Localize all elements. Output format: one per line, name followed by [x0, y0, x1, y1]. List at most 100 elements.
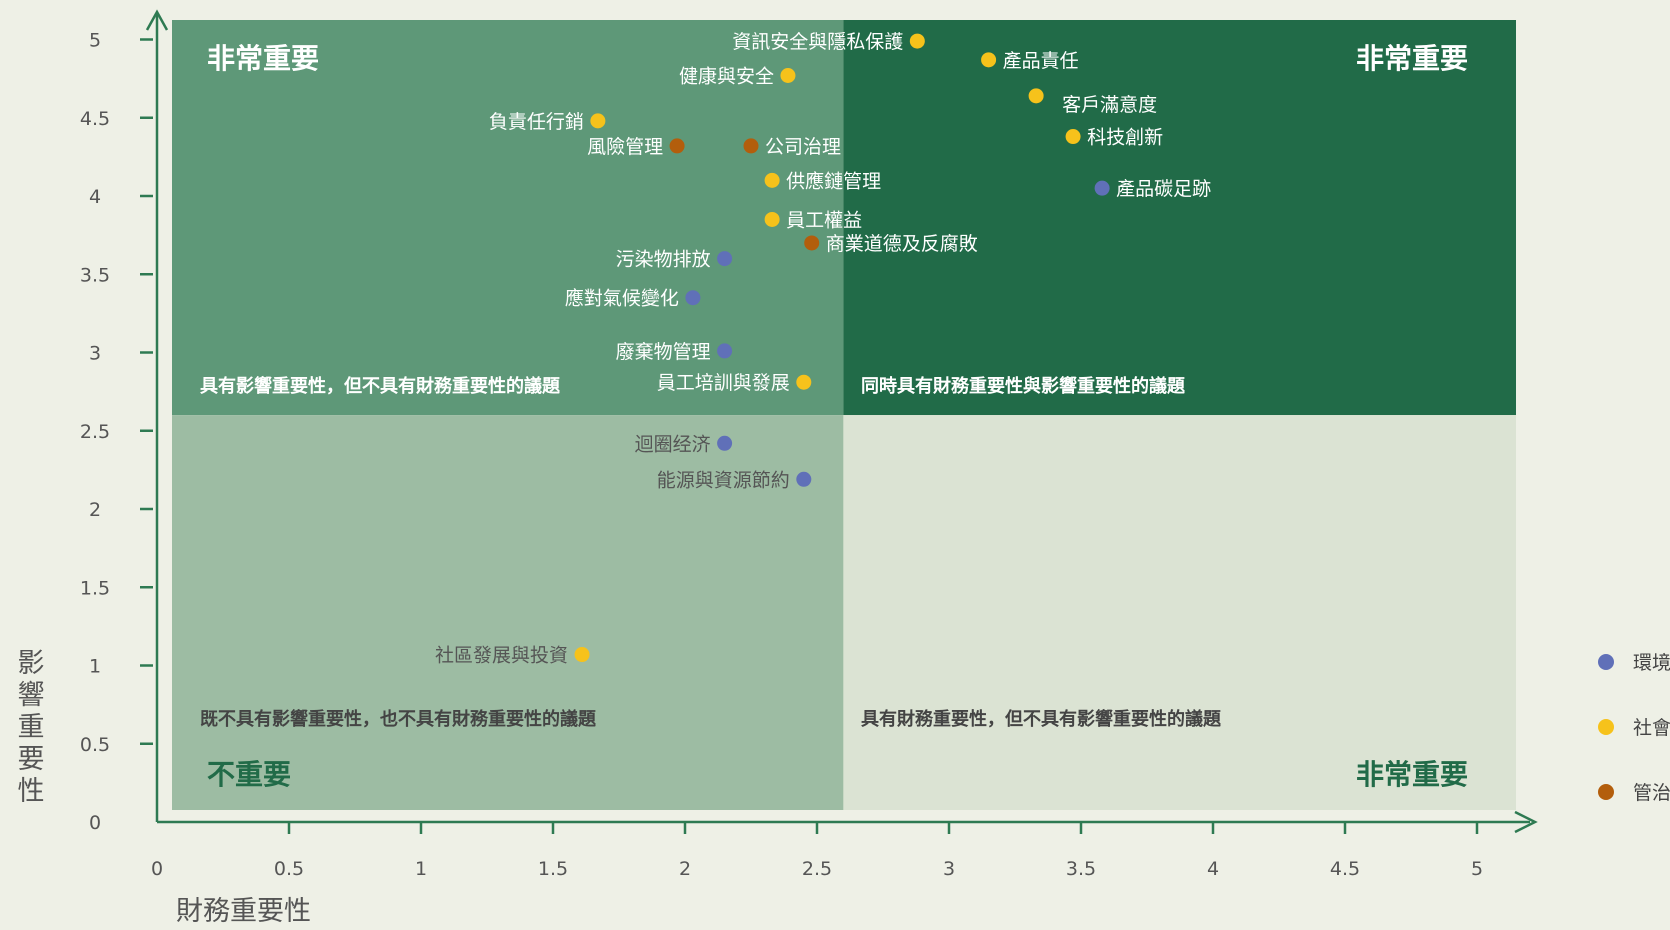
- data-point-label: 能源與資源節約: [657, 469, 790, 491]
- data-point-marker: [1028, 88, 1044, 104]
- data-point-marker: [685, 290, 701, 306]
- x-tick-label: 1.5: [538, 858, 568, 880]
- y-axis-title: 影響重要性: [18, 648, 45, 807]
- data-point: 商業道德及反腐敗: [804, 233, 978, 255]
- data-point-label: 商業道德及反腐敗: [826, 233, 978, 255]
- y-tick-label: 3.5: [80, 264, 110, 286]
- data-point: 客戶滿意度: [1028, 88, 1157, 116]
- data-point: 風險管理: [587, 136, 685, 158]
- y-tick-label: 2.5: [80, 421, 110, 443]
- y-tick-label: 2: [89, 499, 101, 521]
- data-point: 供應鏈管理: [764, 169, 881, 192]
- data-point-marker: [1065, 129, 1081, 145]
- data-point: 資訊安全與隱私保護: [732, 31, 925, 53]
- data-point-marker: [764, 211, 780, 227]
- quadrant-bottom-right-description: 具有財務重要性，但不具有影響重要性的議題: [861, 708, 1222, 730]
- x-tick-label: 3.5: [1066, 858, 1096, 880]
- y-tick-label: 4: [89, 186, 101, 208]
- y-tick-label: 0.5: [80, 734, 110, 756]
- data-point: 產品碳足跡: [1094, 178, 1211, 200]
- x-tick-label: 2: [679, 858, 691, 880]
- y-tick-label: 4.5: [80, 108, 110, 130]
- data-point-label: 社區發展與投資: [435, 645, 568, 667]
- quadrant-top-right-corner-label: 非常重要: [1356, 42, 1468, 75]
- x-tick-label: 0.5: [274, 858, 304, 880]
- data-point-label: 風險管理: [587, 136, 663, 158]
- data-point-marker: [796, 471, 812, 487]
- legend-swatch: [1598, 719, 1614, 735]
- quadrant-top-left-description: 具有影響重要性，但不具有財務重要性的議題: [200, 375, 561, 397]
- data-point: 迴圈经济: [635, 433, 733, 455]
- data-point: 廢棄物管理: [616, 341, 733, 363]
- quadrant-top-right: [843, 20, 1516, 416]
- legend-label: 管治: [1633, 782, 1670, 804]
- quadrant-top-left-corner-label: 非常重要: [207, 42, 319, 75]
- data-point-label: 應對氣候變化: [565, 287, 679, 310]
- data-point: 社區發展與投資: [435, 645, 590, 667]
- legend-label: 環境: [1633, 652, 1670, 674]
- data-point-label: 負責任行銷: [489, 111, 584, 133]
- data-point-marker: [1094, 180, 1110, 196]
- data-point-marker: [796, 374, 812, 390]
- quadrant-bottom-left-corner-label: 不重要: [207, 758, 291, 791]
- quadrant-top-right-description: 同時具有財務重要性與影響重要性的議題: [861, 375, 1186, 397]
- data-point-label: 資訊安全與隱私保護: [732, 31, 903, 53]
- data-point-label: 科技創新: [1087, 127, 1163, 149]
- data-point-label: 污染物排放: [616, 249, 711, 271]
- data-point-marker: [743, 138, 759, 154]
- data-point-label: 供應鏈管理: [786, 169, 881, 192]
- legend-swatch: [1598, 654, 1614, 670]
- data-point-label: 廢棄物管理: [616, 341, 711, 363]
- x-axis-title: 財務重要性: [176, 896, 311, 927]
- data-point-label: 員工權益: [786, 209, 862, 231]
- quadrant-bottom-right-corner-label: 非常重要: [1356, 758, 1468, 791]
- data-point: 應對氣候變化: [565, 287, 701, 310]
- x-tick-label: 1: [415, 858, 427, 880]
- data-point: 公司治理: [743, 136, 841, 158]
- data-point-label: 健康與安全: [679, 65, 774, 87]
- data-point-marker: [804, 235, 820, 251]
- data-point-marker: [909, 33, 925, 49]
- y-tick-label: 3: [89, 343, 101, 365]
- y-tick-label: 1: [89, 656, 101, 678]
- x-tick-label: 4.5: [1330, 858, 1360, 880]
- x-tick-label: 5: [1471, 858, 1483, 880]
- data-point: 負責任行銷: [489, 111, 606, 133]
- data-point: 污染物排放: [616, 249, 733, 271]
- data-point: 員工培訓與發展: [657, 372, 812, 394]
- legend-item: 社會: [1598, 717, 1670, 739]
- quadrant-bottom-left-description: 既不具有影響重要性，也不具有財務重要性的議題: [200, 708, 597, 730]
- data-point: 健康與安全: [679, 65, 796, 87]
- x-tick-label: 3: [943, 858, 955, 880]
- y-axis-arrow: [145, 9, 169, 31]
- data-point-marker: [764, 172, 780, 188]
- data-point-label: 公司治理: [765, 136, 841, 158]
- quadrant-bottom-left: [172, 415, 844, 810]
- data-point: 能源與資源節約: [657, 469, 812, 491]
- x-tick-label: 2.5: [802, 858, 832, 880]
- data-point: 員工權益: [764, 209, 862, 231]
- data-point-marker: [981, 52, 997, 68]
- data-point-marker: [669, 138, 685, 154]
- x-tick-label: 0: [151, 858, 163, 880]
- data-point-marker: [717, 435, 733, 451]
- x-tick-label: 4: [1207, 858, 1219, 880]
- data-point-marker: [717, 343, 733, 359]
- y-tick-label: 0: [89, 812, 101, 834]
- data-point-label: 迴圈经济: [635, 433, 711, 455]
- legend-label: 社會: [1633, 717, 1670, 739]
- data-point-label: 產品碳足跡: [1116, 178, 1211, 200]
- data-point: 產品責任: [981, 50, 1079, 72]
- data-point-label: 產品責任: [1003, 50, 1079, 72]
- x-axis-arrow: [1514, 810, 1538, 834]
- y-tick-label: 5: [89, 30, 101, 52]
- data-point-marker: [717, 251, 733, 267]
- legend-swatch: [1598, 784, 1614, 800]
- legend-item: 管治: [1598, 782, 1670, 804]
- y-tick-label: 1.5: [80, 577, 110, 599]
- data-point-marker: [590, 113, 606, 129]
